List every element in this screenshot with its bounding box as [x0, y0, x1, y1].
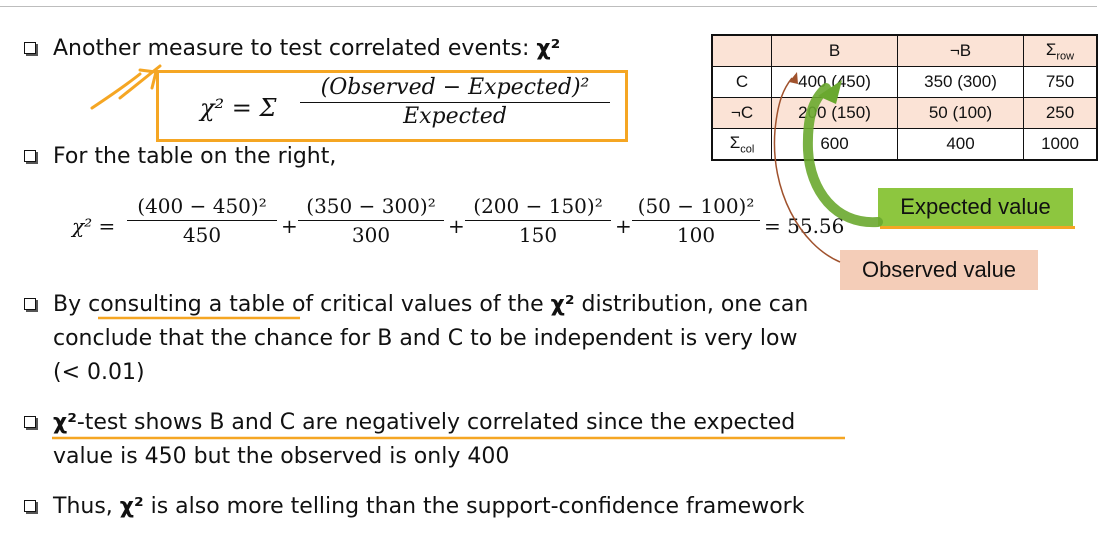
- table-row-label: Σcol: [711, 128, 772, 161]
- table-cell: 250: [1023, 97, 1098, 129]
- chi-square-symbol: χ²: [119, 494, 144, 519]
- expected-underline: [880, 226, 1075, 229]
- bullet-4-line2: value is 450 but the observed is only 40…: [53, 444, 510, 469]
- bullet-square-icon: [24, 150, 36, 162]
- bullet-square-icon: [24, 42, 36, 54]
- expected-value-callout: Expected value: [878, 188, 1073, 226]
- chi-square-symbol: χ²: [550, 292, 575, 317]
- calc-denominator: 100: [676, 223, 716, 247]
- calc-term-1: (400 − 450)² 450: [127, 194, 277, 247]
- table-header-row: B ¬B Σrow: [711, 34, 1098, 67]
- formula-fraction: (Observed − Expected)² Expected: [300, 76, 610, 129]
- bullet-1-label: Another measure to test correlated event…: [53, 36, 537, 61]
- calc-numerator: (350 − 300)²: [306, 194, 436, 218]
- table-header-cell: ¬B: [897, 34, 1024, 67]
- plus-sign: +: [448, 214, 465, 238]
- bullet-3-text: distribution, one can: [574, 292, 809, 317]
- table-cell: 1000: [1023, 128, 1098, 161]
- calc-denominator: 450: [182, 223, 222, 247]
- table-cell: 350 (300): [897, 66, 1024, 98]
- bullet-3-text: By consulting a table of critical values…: [53, 292, 551, 317]
- calc-term-3: (200 − 150)² 150: [465, 194, 611, 247]
- bullet-square-icon: [24, 298, 36, 310]
- bullet-3-line2: conclude that the chance for B and C to …: [53, 326, 798, 351]
- bullet-square-icon: [24, 500, 36, 512]
- table-header-cell: Σrow: [1023, 34, 1098, 67]
- table-cell: 750: [1023, 66, 1098, 98]
- bullet-4-line1: χ²-test shows B and C are negatively cor…: [53, 406, 795, 440]
- table-row-label: ¬C: [711, 97, 772, 129]
- plus-sign: +: [281, 214, 298, 238]
- calc-result: = 55.56: [764, 214, 845, 238]
- col-subscript: col: [740, 143, 755, 156]
- table-row: ¬C 200 (150) 50 (100) 250: [711, 97, 1098, 129]
- contingency-table: B ¬B Σrow C 400 (450) 350 (300) 750 ¬C 2…: [711, 34, 1098, 161]
- bullet-5-text: Thus, χ² is also more telling than the s…: [53, 490, 804, 524]
- calc-numerator: (200 − 150)²: [473, 194, 603, 218]
- table-cell: 400 (450): [771, 66, 898, 98]
- table-cell: 200 (150): [771, 97, 898, 129]
- bullet-5-text: Thus,: [53, 494, 120, 519]
- top-divider: [0, 6, 1097, 7]
- chi-square-symbol: χ²: [53, 410, 77, 435]
- formula-lhs: χ² = Σ: [200, 94, 277, 122]
- bullet-square-icon: [24, 416, 36, 428]
- fraction-bar: [298, 220, 444, 221]
- table-cell: 400: [897, 128, 1024, 161]
- table-row: Σcol 600 400 1000: [711, 128, 1098, 161]
- sigma-symbol: Σ: [729, 132, 741, 152]
- calc-denominator: 300: [351, 223, 391, 247]
- observed-value-callout: Observed value: [840, 250, 1038, 290]
- bullet-3-line1: By consulting a table of critical values…: [53, 288, 808, 322]
- calc-term-2: (350 − 300)² 300: [298, 194, 444, 247]
- calc-numerator: (400 − 450)²: [137, 194, 267, 218]
- table-cell: 50 (100): [897, 97, 1024, 129]
- bullet-1-text: Another measure to test correlated event…: [53, 32, 560, 66]
- table-cell: 600: [771, 128, 898, 161]
- chi-square-symbol: χ²: [536, 36, 561, 61]
- hand-arrow-icon: [90, 64, 162, 110]
- row-subscript: row: [1056, 50, 1075, 63]
- sigma-symbol: Σ: [1045, 39, 1057, 59]
- fraction-bar: [465, 220, 611, 221]
- formula-denominator: Expected: [403, 104, 507, 129]
- calc-lhs: χ² =: [72, 214, 116, 238]
- bullet-2-text: For the table on the right,: [53, 144, 337, 169]
- bullet-5-text: is also more telling than the support-co…: [143, 494, 805, 519]
- table-row-label: C: [711, 66, 772, 98]
- plus-sign: +: [615, 214, 632, 238]
- fraction-bar: [300, 102, 610, 103]
- calc-term-4: (50 − 100)² 100: [632, 194, 760, 247]
- bullet-3-line3: (< 0.01): [53, 360, 145, 385]
- fraction-bar: [127, 220, 277, 221]
- bullet-4-text: -test shows B and C are negatively corre…: [76, 410, 796, 435]
- calc-numerator: (50 − 100)²: [637, 194, 755, 218]
- table-header-cell: B: [771, 34, 898, 67]
- fraction-bar: [632, 220, 760, 221]
- table-corner-cell: [711, 34, 772, 67]
- calc-denominator: 150: [518, 223, 558, 247]
- table-row: C 400 (450) 350 (300) 750: [711, 66, 1098, 98]
- formula-numerator: (Observed − Expected)²: [320, 75, 590, 100]
